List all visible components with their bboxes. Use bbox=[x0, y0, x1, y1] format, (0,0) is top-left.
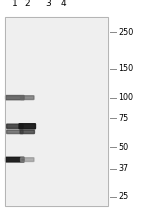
Text: 100: 100 bbox=[118, 93, 134, 102]
Text: 2: 2 bbox=[24, 0, 30, 8]
FancyBboxPatch shape bbox=[21, 158, 34, 161]
FancyBboxPatch shape bbox=[6, 157, 24, 162]
Text: 25: 25 bbox=[118, 192, 129, 201]
Bar bbox=[4, 17, 108, 206]
Text: 3: 3 bbox=[45, 0, 51, 8]
FancyBboxPatch shape bbox=[7, 130, 23, 134]
FancyBboxPatch shape bbox=[21, 96, 34, 100]
Text: 150: 150 bbox=[118, 64, 134, 73]
Text: 75: 75 bbox=[118, 114, 129, 123]
FancyBboxPatch shape bbox=[20, 130, 34, 134]
FancyBboxPatch shape bbox=[7, 124, 23, 128]
FancyBboxPatch shape bbox=[19, 124, 36, 129]
Text: 37: 37 bbox=[118, 164, 129, 173]
Text: 4: 4 bbox=[61, 0, 66, 8]
Bar bbox=[4, 17, 108, 206]
FancyBboxPatch shape bbox=[6, 96, 24, 100]
Text: 1: 1 bbox=[12, 0, 18, 8]
Text: 50: 50 bbox=[118, 143, 129, 152]
Text: 250: 250 bbox=[118, 28, 134, 37]
